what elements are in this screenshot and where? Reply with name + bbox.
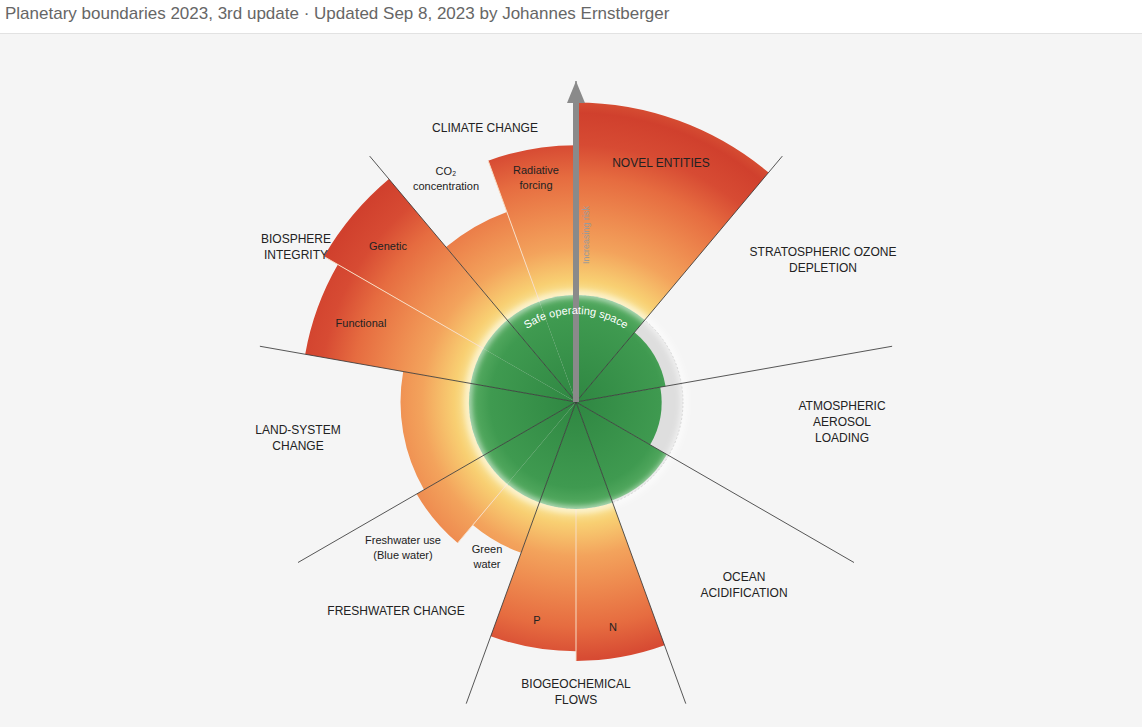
group-label: ACIDIFICATION	[700, 586, 787, 600]
group-label: LAND-SYSTEM	[255, 423, 340, 437]
title: Planetary boundaries 2023, 3rd update · …	[5, 4, 670, 23]
sub-divider	[576, 509, 577, 661]
group-label: BIOGEOCHEMICAL	[521, 677, 631, 691]
group-label: STRATOSPHERIC OZONE	[750, 245, 897, 259]
axis-label: Increasing risk	[581, 205, 591, 264]
risk-axis: Increasing risk	[567, 81, 591, 402]
header-rule	[0, 33, 1142, 34]
group-label: ATMOSPHERIC	[798, 399, 885, 413]
background	[0, 0, 1142, 727]
divider	[576, 346, 892, 402]
group-label: INTEGRITY	[264, 248, 328, 262]
sub-divider	[458, 484, 508, 543]
category-label: forcing	[519, 179, 552, 191]
header-bar	[0, 0, 1142, 33]
category-label: Genetic	[369, 240, 407, 252]
group-label: NOVEL ENTITIES	[612, 156, 710, 170]
group-label: LOADING	[815, 431, 869, 445]
divider	[576, 402, 686, 704]
category-label: (Blue water)	[373, 549, 432, 561]
sub-divider	[324, 256, 483, 348]
labels: NOVEL ENTITIES STRATOSPHERIC OZONE DEPLETI…	[255, 121, 896, 707]
category-label: Green	[472, 543, 503, 555]
group-label: AEROSOL	[813, 415, 871, 429]
group-label: CHANGE	[272, 439, 323, 453]
center-label: Safe operating space	[522, 304, 631, 331]
group-label: FRESHWATER CHANGE	[327, 604, 464, 618]
category-label: Radiative	[513, 164, 559, 176]
category-label: Functional	[336, 317, 387, 329]
axis-head	[567, 81, 585, 103]
chart: Planetary boundaries 2023, 3rd update · …	[0, 0, 1142, 727]
risk-wedge	[576, 503, 665, 661]
divider	[260, 346, 576, 402]
divider	[466, 402, 576, 704]
category-label: CO₂	[436, 165, 457, 177]
category-label: water	[473, 558, 501, 570]
category-label: Freshwater use	[365, 534, 441, 546]
group-label: FLOWS	[555, 693, 598, 707]
category-label: N	[609, 621, 617, 633]
risk-wedge	[488, 145, 576, 301]
marks	[305, 102, 768, 661]
divider	[576, 156, 782, 402]
group-label: CLIMATE CHANGE	[432, 121, 538, 135]
center-label-path: Safe operating space	[522, 304, 631, 331]
group-label: OCEAN	[723, 570, 766, 584]
category-label: P	[533, 614, 540, 626]
plot: Increasing risk Safe operating space	[260, 81, 892, 704]
group-label: DEPLETION	[789, 261, 857, 275]
category-label: concentration	[413, 180, 479, 192]
group-label: BIOSPHERE	[261, 232, 331, 246]
risk-wedges	[305, 102, 768, 661]
divider	[370, 156, 576, 402]
dividers	[260, 81, 892, 704]
axis-shaft	[573, 101, 579, 402]
